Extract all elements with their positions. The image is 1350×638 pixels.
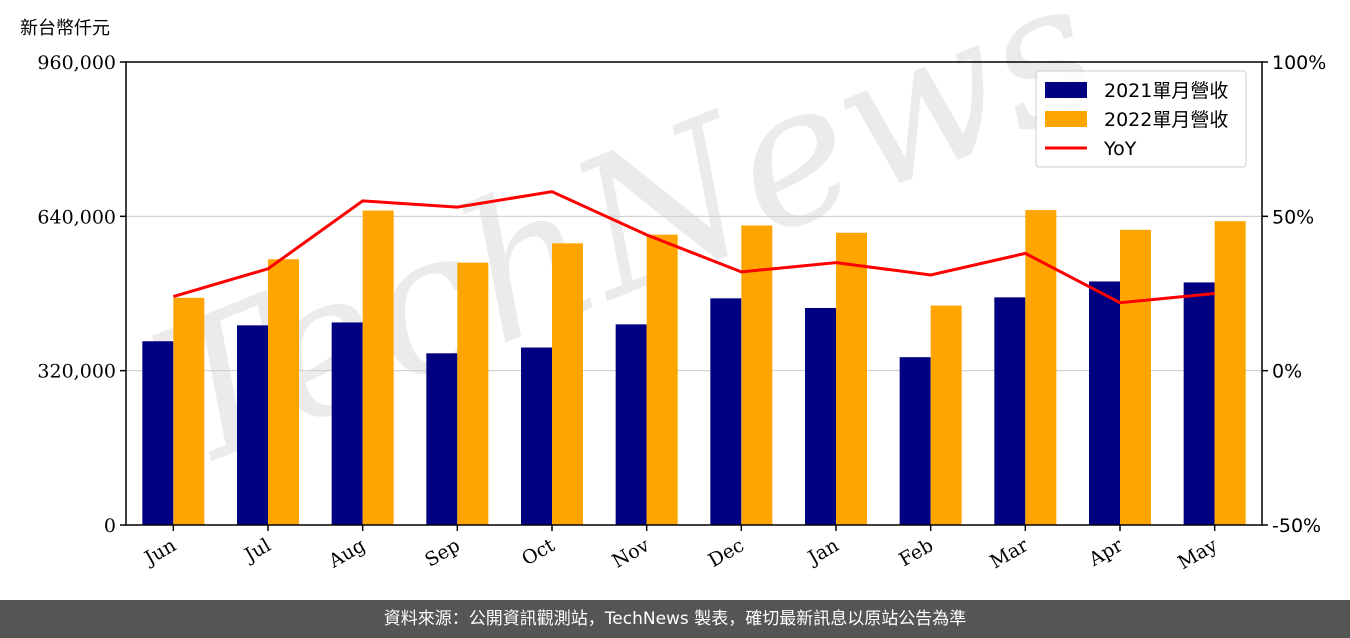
x-tick-label: Feb (895, 534, 937, 571)
x-tick-label: Jan (803, 534, 843, 570)
bar-2021 (615, 324, 647, 525)
x-tick-label: Jun (139, 534, 180, 570)
x-tick-label: May (1174, 534, 1221, 574)
bar-2022 (457, 262, 489, 525)
x-tick-label: Oct (518, 534, 559, 570)
bar-2021 (237, 325, 268, 525)
bar-2022 (552, 243, 583, 525)
bar-2022 (1120, 229, 1151, 525)
bar-2021 (994, 297, 1026, 525)
bar-2021 (142, 341, 174, 525)
y-right-tick-label: 50% (1272, 206, 1314, 228)
legend-label: YoY (1103, 138, 1137, 160)
bar-2021 (1183, 282, 1215, 525)
legend-label: 2022單月營收 (1104, 109, 1228, 131)
bar-2022 (741, 225, 773, 525)
bar-2021 (331, 322, 363, 525)
y-right-tick-label: -50% (1272, 515, 1321, 537)
x-tick-label: Jul (239, 534, 274, 567)
yoy-line (172, 190, 1215, 305)
bar-2022 (173, 297, 205, 525)
plot-frame (125, 61, 1263, 526)
y-left-tick-label: 0 (104, 515, 116, 537)
y-right-tick-label: 0% (1272, 361, 1302, 383)
bar-2021 (805, 307, 836, 525)
y-right-tick-label: 100% (1272, 52, 1326, 74)
x-tick-label: Nov (609, 534, 654, 573)
bar-2022 (1214, 221, 1246, 525)
bar-2021 (710, 298, 742, 525)
footer-source-note: 資料來源：公開資訊觀測站，TechNews 製表，確切最新訊息以原站公告為準 (0, 600, 1350, 638)
x-tick-label: Dec (705, 534, 748, 572)
y-left-tick-label: 960,000 (37, 52, 116, 74)
x-tick-label: Sep (421, 534, 464, 571)
legend-box (1035, 70, 1247, 168)
bar-2021 (899, 357, 931, 525)
revenue-chart: TechNews0320,000640,000960,000-50%0%50%1… (37, 0, 1326, 574)
legend-swatch (1045, 111, 1087, 127)
legend-swatch (1045, 82, 1087, 98)
bar-2021 (1089, 281, 1120, 525)
x-tick-label: Apr (1084, 534, 1127, 571)
bar-2021 (521, 347, 552, 525)
bar-2022 (930, 305, 962, 525)
y-left-tick-label: 320,000 (37, 361, 116, 383)
y-left-tick-label: 640,000 (37, 206, 116, 228)
legend-label: 2021單月營收 (1104, 80, 1228, 102)
bar-2021 (426, 353, 458, 525)
legend: 2021單月營收 2022單月營收 YoY (1035, 70, 1247, 168)
y-axis-unit-label: 新台幣仟元 (20, 18, 110, 39)
bar-2022 (646, 234, 678, 526)
x-tick-label: Mar (986, 534, 1032, 573)
bar-2022 (362, 210, 394, 525)
bar-2022 (268, 259, 299, 525)
bar-2022 (836, 232, 867, 525)
x-tick-label: Aug (324, 534, 369, 573)
